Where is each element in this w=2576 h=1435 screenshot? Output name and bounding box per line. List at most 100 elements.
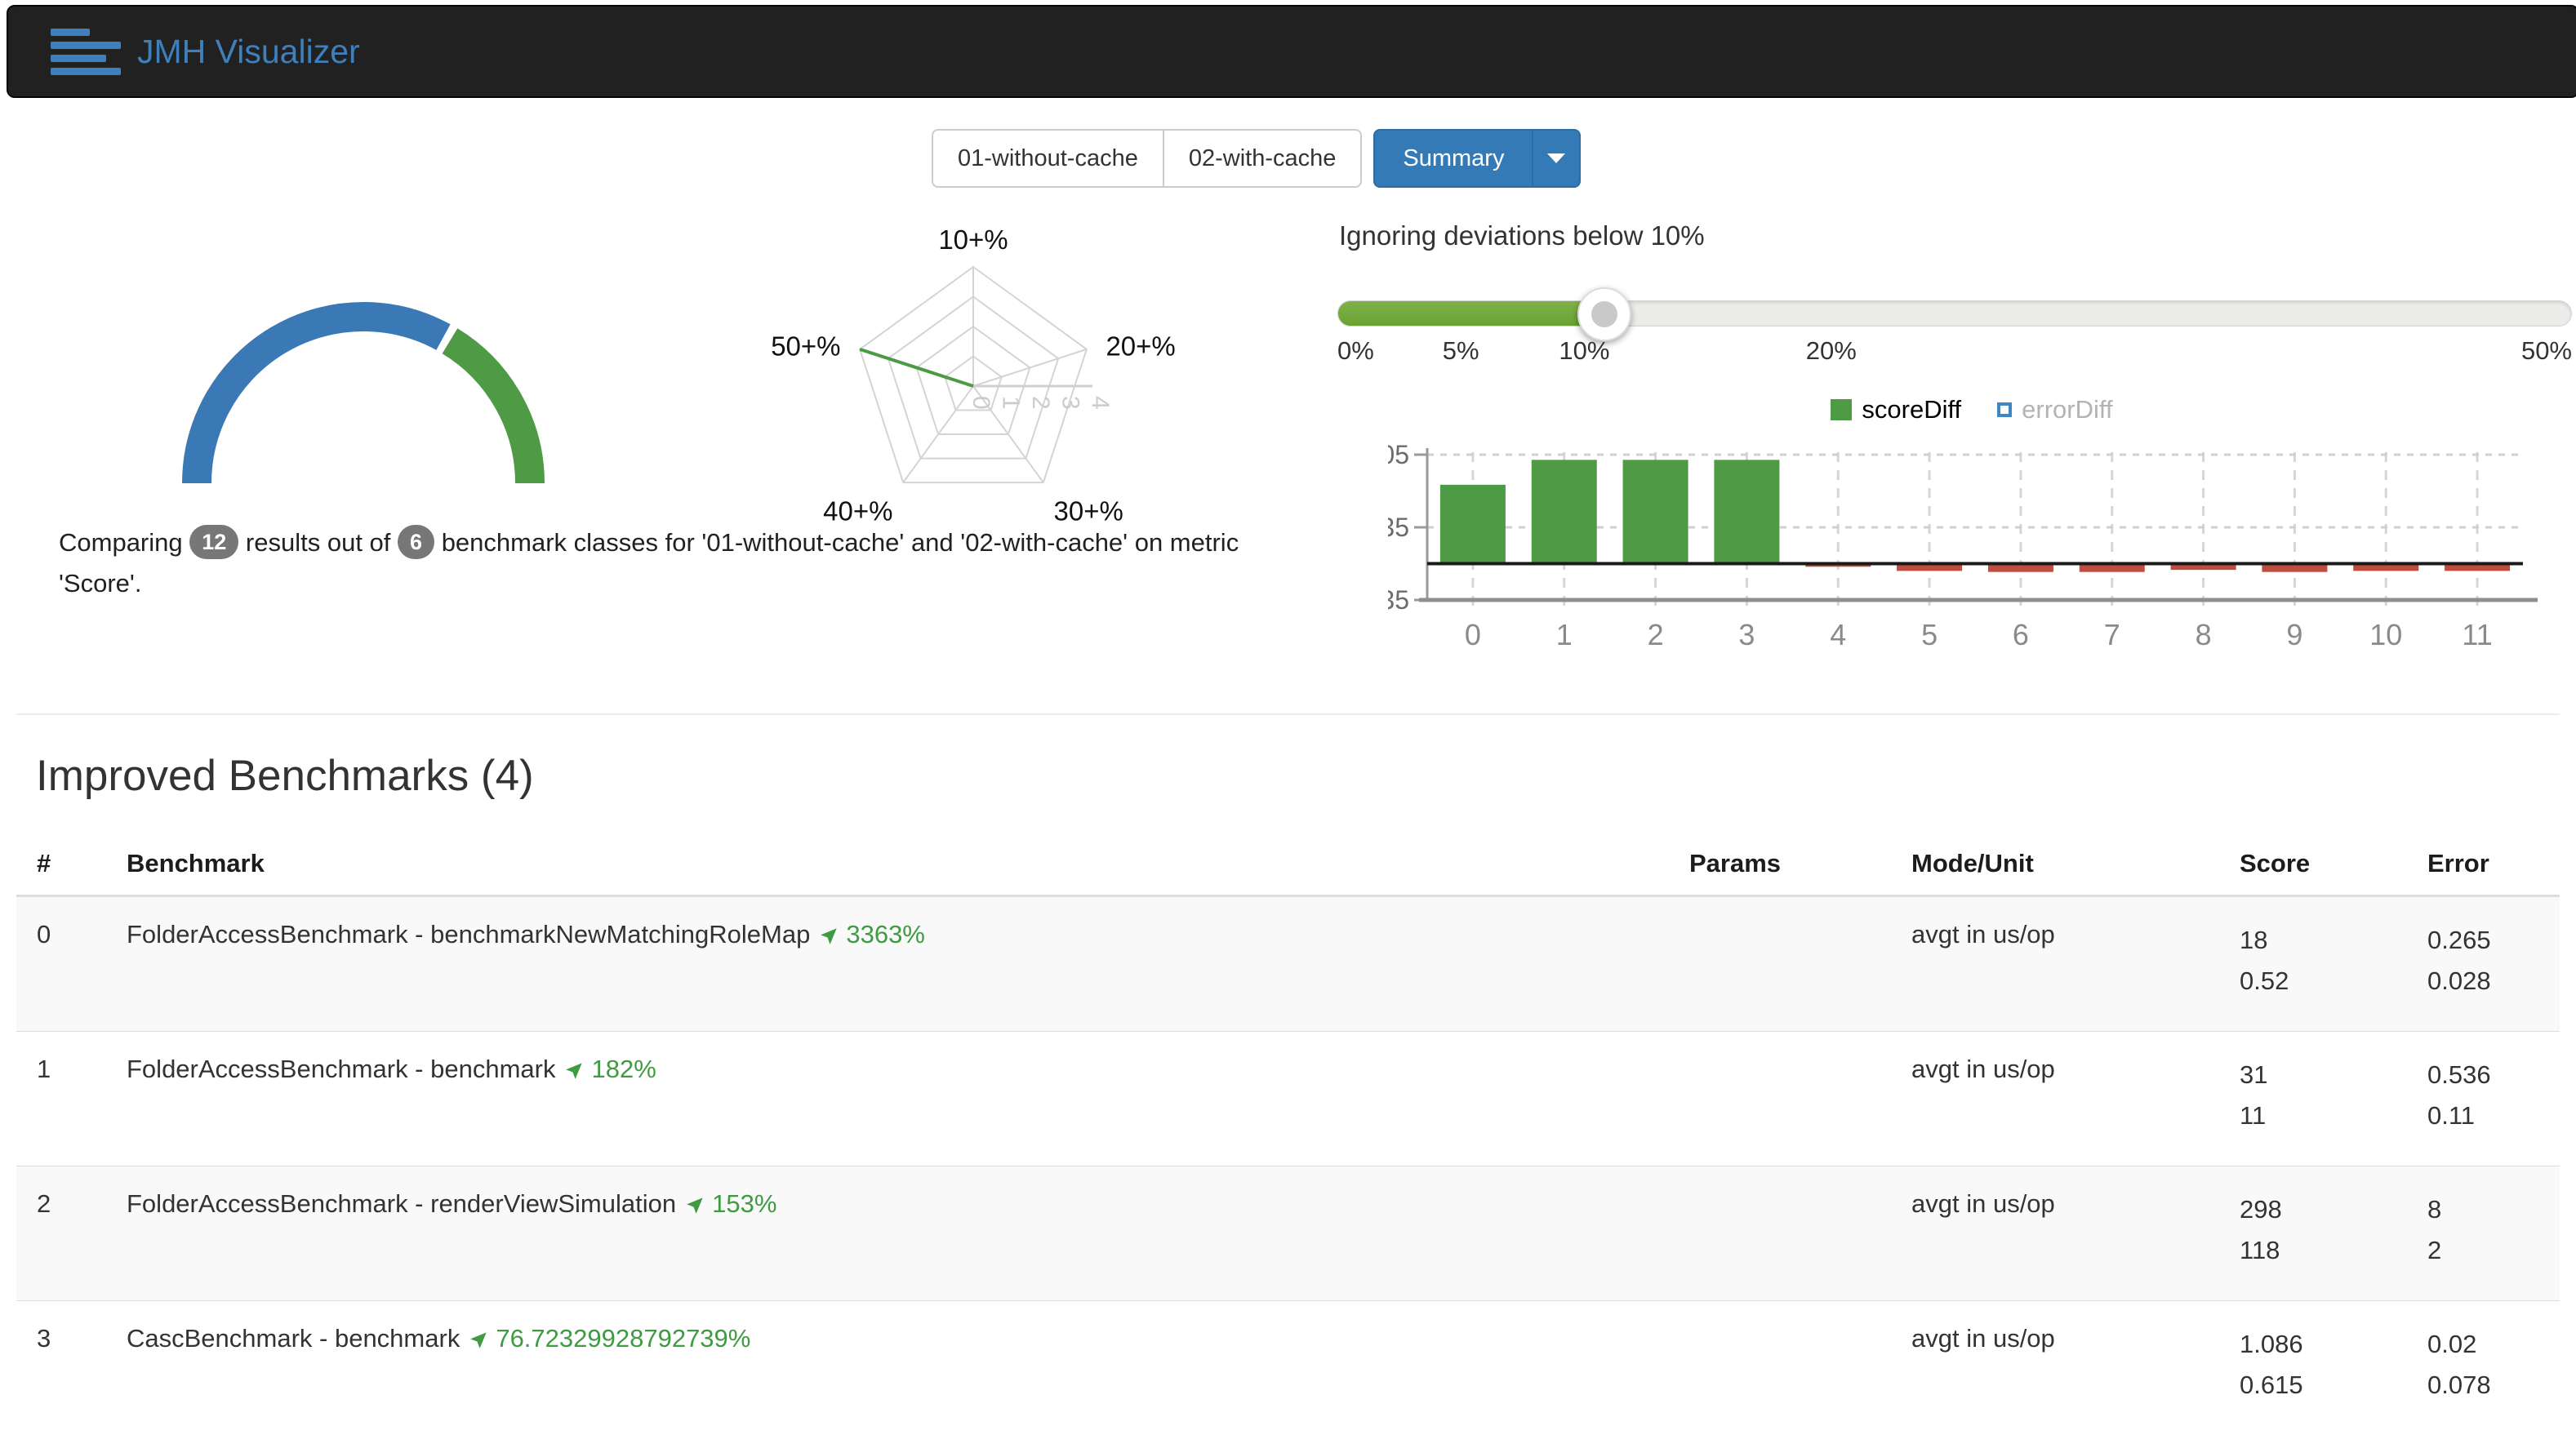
improved-benchmarks-table: # Benchmark Params Mode/Unit Score Error… [16,841,2560,1435]
slider-handle[interactable] [1577,287,1631,341]
svg-text:10: 10 [2369,618,2402,651]
params-cell [1689,1301,1911,1435]
slider-title: Ignoring deviations below 10% [1339,220,1705,251]
row-index-cell: 3 [16,1301,127,1435]
improvement-percent: 182% [591,1055,656,1083]
svg-text:2: 2 [1027,396,1054,410]
improvement-percent: 76.72329928792739% [496,1324,750,1353]
col-header-benchmark: Benchmark [127,841,1689,896]
svg-text:5: 5 [1921,618,1938,651]
benchmark-name-cell[interactable]: FolderAccessBenchmark - renderViewSimula… [127,1166,1689,1301]
svg-text:35: 35 [1388,513,1409,542]
slider-scale-label: 50% [2521,336,2572,366]
svg-text:3: 3 [1738,618,1755,651]
svg-text:4: 4 [1830,618,1846,651]
summary-dropdown-button[interactable] [1533,129,1581,188]
deviation-slider-track[interactable] [1337,300,2572,327]
mode-unit-cell: avgt in us/op [1911,1166,2240,1301]
svg-text:6: 6 [2013,618,2029,651]
improvement-gauge-chart [163,266,563,503]
tab-run-2[interactable]: 02-with-cache [1164,129,1363,188]
mode-unit-cell: avgt in us/op [1911,1032,2240,1166]
svg-text:4: 4 [1087,396,1114,410]
app-brand[interactable]: JMH Visualizer [51,29,360,75]
mode-unit-cell: avgt in us/op [1911,1301,2240,1435]
col-header-mode-unit: Mode/Unit [1911,841,2240,896]
classes-count-badge: 6 [398,525,434,559]
row-index-cell: 0 [16,896,127,1032]
legend-item-scorediff[interactable]: scoreDiff [1831,395,1961,424]
improvement-percent: 3363% [846,920,925,949]
summary-text: results out of [246,528,390,557]
svg-text:1: 1 [998,396,1025,410]
slider-scale-label: 5% [1443,336,1479,366]
results-count-badge: 12 [189,525,238,559]
slider-fill [1338,301,1604,326]
svg-text:8: 8 [2196,618,2212,651]
slider-scale-label: 10% [1559,336,1609,366]
errordiff-swatch-icon [1997,402,2012,417]
svg-text:7: 7 [2104,618,2120,651]
summary-text: Comparing [59,528,183,557]
top-navbar: JMH Visualizer [7,5,2576,98]
svg-text:2: 2 [1648,618,1664,651]
chevron-down-icon [1547,153,1565,163]
app-title: JMH Visualizer [137,33,360,71]
summary-split-button: Summary [1373,129,1581,188]
improvement-percent: 153% [712,1189,776,1218]
params-cell [1689,1166,1911,1301]
mode-unit-cell: avgt in us/op [1911,896,2240,1032]
score-diff-bar-chart: 10535-3501234567891011 [1388,441,2556,678]
col-header-params: Params [1689,841,1911,896]
svg-text:1: 1 [1556,618,1573,651]
params-cell [1689,896,1911,1032]
jmh-logo-icon [51,29,121,75]
improvement-arrow-icon [686,1193,707,1215]
svg-text:-35: -35 [1388,585,1409,615]
improvement-arrow-icon [820,924,841,945]
svg-text:20+%: 20+% [1106,331,1175,361]
section-divider [16,713,2560,715]
svg-text:10+%: 10+% [938,224,1008,255]
legend-label: scoreDiff [1862,395,1961,424]
summary-button[interactable]: Summary [1373,129,1533,188]
svg-text:9: 9 [2286,618,2302,651]
svg-text:0: 0 [1465,618,1481,651]
tab-run-1[interactable]: 01-without-cache [932,129,1164,188]
svg-text:3: 3 [1057,396,1084,410]
improved-benchmarks-heading: Improved Benchmarks (4) [36,751,534,801]
summary-dashboard: 01-without-cache 02-with-cache Summary 0… [0,98,2576,715]
comparison-summary-text: Comparing 12 results out of 6 benchmark … [59,522,1267,604]
row-index-cell: 1 [16,1032,127,1166]
legend-item-errordiff[interactable]: errorDiff [1997,395,2112,424]
col-header-index: # [16,841,127,896]
col-header-error: Error [2427,841,2560,896]
svg-text:105: 105 [1388,441,1409,469]
improvement-arrow-icon [469,1328,491,1349]
benchmark-name-cell[interactable]: FolderAccessBenchmark - benchmarkNewMatc… [127,896,1689,1032]
table-header-row: # Benchmark Params Mode/Unit Score Error [16,841,2560,896]
bar-chart-legend: scoreDiff errorDiff [1388,395,2556,424]
improvement-arrow-icon [565,1059,586,1080]
run-tabbar: 01-without-cache 02-with-cache Summary [932,129,1581,188]
